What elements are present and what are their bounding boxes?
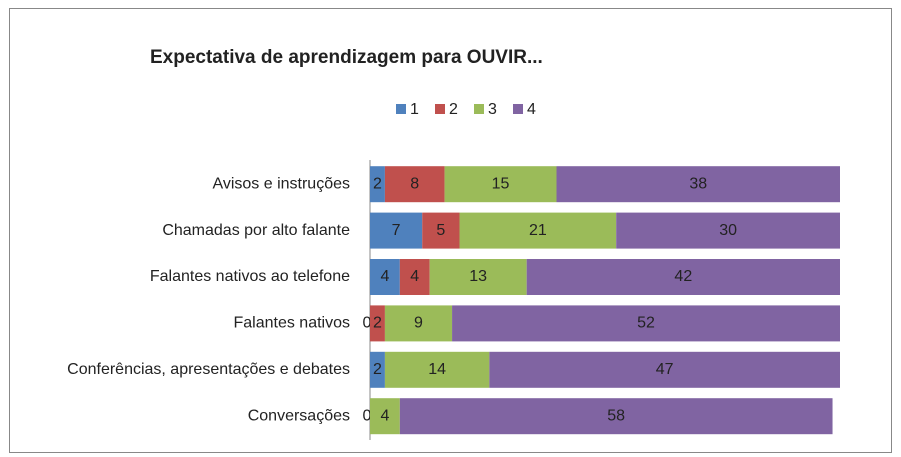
y-tick-label: Conferências, apresentações e debates <box>67 361 350 378</box>
bar-segment <box>370 212 423 249</box>
legend-label: 4 <box>527 101 536 118</box>
data-label: 5 <box>436 222 445 239</box>
data-label: 4 <box>380 407 389 424</box>
data-label: 0 <box>363 407 372 424</box>
y-tick-label: Falantes nativos ao telefone <box>150 268 350 285</box>
legend-swatch <box>435 104 445 114</box>
bar-segment <box>452 305 840 342</box>
bar-segment <box>489 351 840 388</box>
legend-swatch <box>474 104 484 114</box>
y-tick-label: Falantes nativos <box>233 315 350 332</box>
bar-segment <box>370 166 385 203</box>
data-label: 38 <box>689 175 707 192</box>
data-label: 4 <box>380 268 389 285</box>
bar-segment <box>370 259 400 295</box>
bar-segment <box>429 259 527 295</box>
data-label: 15 <box>492 175 510 192</box>
y-tick-label: Avisos e instruções <box>212 175 350 192</box>
bar-segment <box>370 398 400 435</box>
data-label: 47 <box>656 361 674 378</box>
data-label: 2 <box>373 175 382 192</box>
legend-label: 2 <box>449 101 458 118</box>
data-label: 42 <box>674 268 692 285</box>
data-label: 58 <box>607 407 625 424</box>
bar-segment <box>444 166 557 203</box>
bar-segment <box>459 212 617 249</box>
data-label: 0 <box>363 315 372 332</box>
bar-segment <box>384 351 490 388</box>
data-label: 2 <box>373 315 382 332</box>
data-label: 8 <box>410 175 419 192</box>
data-label: 9 <box>414 315 423 332</box>
data-label: 7 <box>392 222 401 239</box>
bar-segment <box>616 212 840 249</box>
data-label: 21 <box>529 222 547 239</box>
bar-segment <box>384 305 453 342</box>
data-label: 30 <box>719 222 737 239</box>
legend-swatch <box>396 104 406 114</box>
bar-segment <box>399 398 833 435</box>
bar-segment <box>370 305 385 342</box>
bar-segment <box>370 351 385 388</box>
bar-segment <box>422 212 460 249</box>
data-label: 52 <box>637 315 655 332</box>
legend-label: 1 <box>410 101 419 118</box>
bar-segment <box>556 166 840 203</box>
data-label: 2 <box>373 361 382 378</box>
y-tick-label: Chamadas por alto falante <box>162 222 350 239</box>
data-label: 4 <box>410 268 419 285</box>
data-label: 14 <box>428 361 446 378</box>
bar-segment <box>399 259 430 295</box>
chart-title: Expectativa de aprendizagem para OUVIR..… <box>150 47 543 68</box>
legend-swatch <box>513 104 523 114</box>
legend-label: 3 <box>488 101 497 118</box>
data-label: 13 <box>469 268 487 285</box>
bar-segment <box>526 259 840 295</box>
y-tick-label: Conversações <box>248 407 350 424</box>
bar-segment <box>384 166 445 203</box>
